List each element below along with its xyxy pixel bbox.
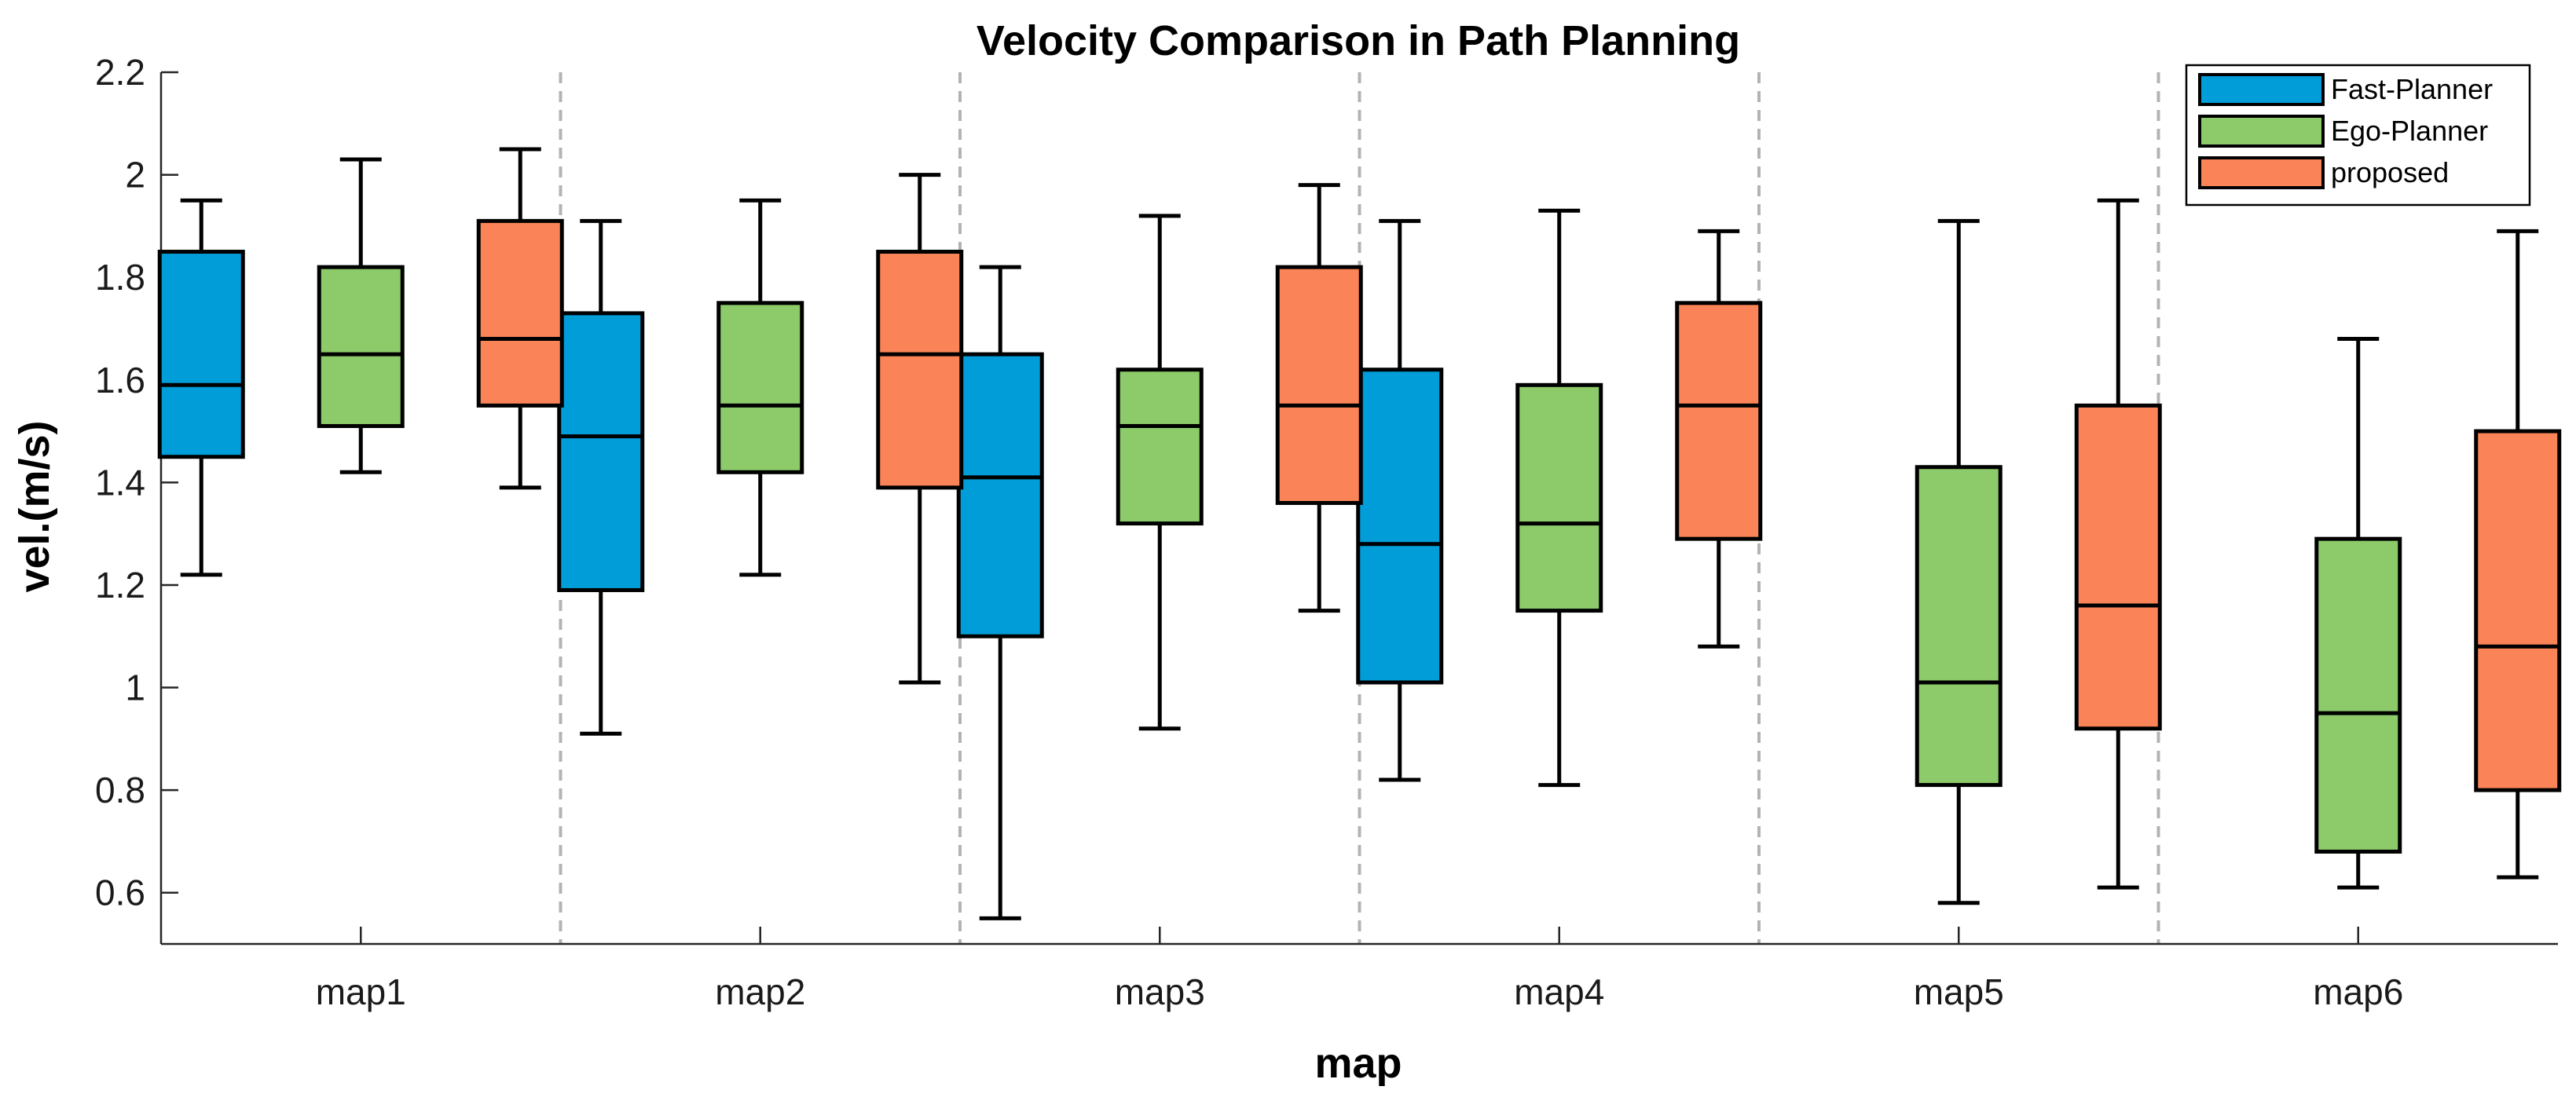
y-tick-label: 1 bbox=[125, 668, 145, 708]
box-proposed-map6 bbox=[2474, 229, 2562, 880]
y-tick-label: 1.8 bbox=[95, 257, 145, 298]
box-fast-planner-map2 bbox=[557, 218, 645, 736]
box-proposed-map2 bbox=[876, 173, 964, 685]
box-fast-planner-map4 bbox=[1356, 218, 1444, 782]
y-tick-label: 1.6 bbox=[95, 360, 145, 401]
box-iqr bbox=[1116, 368, 1204, 526]
y-tick-label: 0.8 bbox=[95, 770, 145, 810]
box-proposed-map4 bbox=[1675, 229, 1763, 649]
box-iqr bbox=[2314, 536, 2402, 854]
box-iqr bbox=[317, 265, 405, 429]
y-tick-label: 2.2 bbox=[95, 52, 145, 93]
box-plot-marks bbox=[157, 147, 2562, 920]
box-iqr bbox=[1275, 265, 1363, 505]
box-iqr bbox=[1515, 382, 1603, 613]
legend-swatch-proposed bbox=[2198, 156, 2325, 189]
x-tick-label-map1: map1 bbox=[316, 971, 406, 1012]
y-axis-title: vel.(m/s) bbox=[11, 420, 58, 592]
x-tick-label-map4: map4 bbox=[1514, 971, 1604, 1012]
x-tick-label-map2: map2 bbox=[715, 971, 805, 1012]
box-iqr bbox=[157, 250, 245, 459]
box-proposed-map1 bbox=[476, 147, 564, 490]
box-iqr bbox=[557, 311, 645, 592]
x-tick-label-map3: map3 bbox=[1115, 971, 1205, 1012]
box-iqr bbox=[1915, 465, 2003, 788]
box-iqr bbox=[876, 250, 964, 490]
legend-swatch-fast-planner bbox=[2198, 73, 2325, 106]
chart-title: Velocity Comparison in Path Planning bbox=[977, 17, 1740, 64]
box-iqr bbox=[2474, 429, 2562, 792]
box-ego-planner-map6 bbox=[2314, 337, 2402, 890]
box-iqr bbox=[716, 301, 804, 474]
box-ego-planner-map5 bbox=[1915, 218, 2003, 905]
box-proposed-map5 bbox=[2074, 198, 2162, 890]
y-tick-label: 2 bbox=[125, 155, 145, 196]
x-tick-label-map6: map6 bbox=[2313, 971, 2403, 1012]
box-ego-planner-map1 bbox=[317, 157, 405, 474]
box-iqr bbox=[1675, 301, 1763, 541]
axes: 0.6 0.8 1 1.2 1.4 1.6 1.8 2 2.2 map1 map2 map3 map4 m… bbox=[95, 52, 2558, 1012]
legend-swatch-ego-planner bbox=[2198, 115, 2325, 148]
legend-label-proposed: proposed bbox=[2331, 156, 2449, 188]
box-fast-planner-map1 bbox=[157, 198, 245, 577]
x-tick-label-map5: map5 bbox=[1914, 971, 2004, 1012]
box-fast-planner-map3 bbox=[956, 265, 1044, 920]
box-ego-planner-map4 bbox=[1515, 208, 1603, 788]
x-axis-title: map bbox=[1314, 1040, 1402, 1087]
legend: Fast-Planner Ego-Planner proposed bbox=[2185, 64, 2531, 207]
box-ego-planner-map2 bbox=[716, 198, 804, 577]
box-iqr bbox=[476, 218, 564, 408]
box-proposed-map3 bbox=[1275, 183, 1363, 613]
box-ego-planner-map3 bbox=[1116, 214, 1204, 731]
y-tick-label: 1.4 bbox=[95, 462, 145, 503]
box-iqr bbox=[1356, 368, 1444, 685]
y-tick-label: 0.6 bbox=[95, 872, 145, 913]
legend-label-ego-planner: Ego-Planner bbox=[2331, 115, 2488, 147]
box-iqr bbox=[2074, 403, 2162, 731]
y-tick-label: 1.2 bbox=[95, 565, 145, 605]
box-iqr bbox=[956, 352, 1044, 638]
legend-label-fast-planner: Fast-Planner bbox=[2331, 73, 2493, 105]
